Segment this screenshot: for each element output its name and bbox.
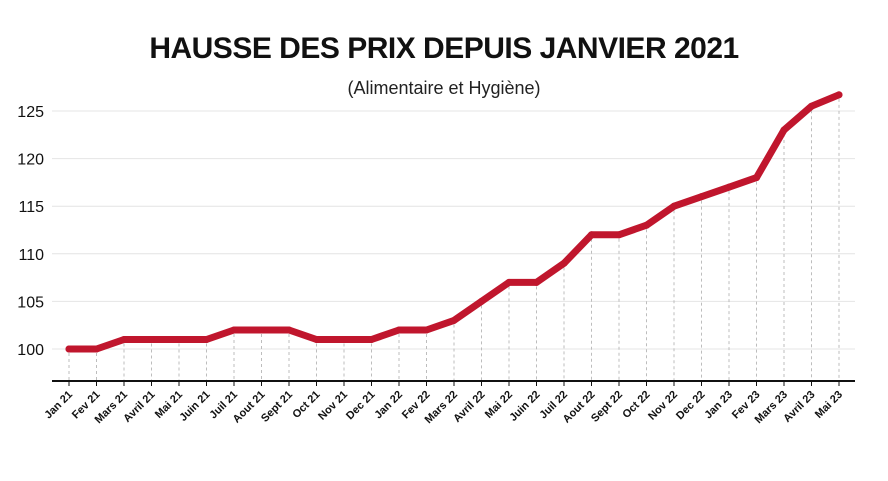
data-point — [835, 91, 843, 99]
data-point — [588, 231, 595, 239]
chart-title: HAUSSE DES PRIX DEPUIS JANVIER 2021 — [149, 32, 739, 65]
series-line — [65, 91, 843, 353]
data-point — [725, 183, 733, 191]
x-tick-label: Jan 22 — [372, 389, 405, 422]
y-tick-label: 125 — [17, 104, 44, 121]
data-point — [258, 326, 265, 334]
x-tick-label: Nov 22 — [646, 389, 680, 423]
data-point — [450, 316, 458, 324]
x-tick-label: Juin 21 — [177, 389, 212, 424]
x-tick-label: Nov 21 — [316, 389, 350, 423]
data-point — [230, 326, 238, 334]
x-tick-label: Jan 23 — [702, 389, 735, 422]
data-point — [313, 335, 320, 343]
chart-subtitle: (Alimentaire et Hygiène) — [347, 78, 541, 98]
data-point — [615, 231, 623, 239]
x-tick-label: Mai 23 — [813, 389, 845, 421]
data-point — [698, 193, 705, 201]
x-tick-label: Dec 22 — [674, 389, 708, 423]
data-point — [340, 335, 348, 343]
data-point — [560, 259, 568, 267]
data-point — [670, 202, 678, 210]
x-tick-label: Dec 21 — [344, 389, 378, 423]
data-point — [808, 102, 815, 110]
x-tick-label: Juin 22 — [507, 389, 542, 424]
data-point — [285, 326, 293, 334]
data-point — [505, 278, 513, 286]
y-tick-label: 110 — [18, 247, 44, 264]
y-tick-label: 105 — [17, 294, 44, 311]
data-point — [533, 278, 540, 286]
data-point — [120, 335, 128, 343]
data-point — [368, 335, 375, 343]
data-point — [643, 221, 650, 229]
data-point — [753, 174, 760, 182]
data-point — [423, 326, 430, 334]
x-tick-label: Jan 21 — [42, 389, 75, 422]
data-point — [93, 345, 100, 353]
data-point — [65, 345, 73, 353]
data-point — [148, 335, 155, 343]
data-point — [780, 126, 788, 134]
y-tick-label: 120 — [17, 152, 44, 169]
data-point — [478, 297, 485, 305]
data-point — [203, 335, 210, 343]
data-point — [395, 326, 403, 334]
y-tick-label: 100 — [17, 342, 44, 359]
data-point — [175, 335, 183, 343]
y-tick-label: 115 — [18, 199, 44, 216]
